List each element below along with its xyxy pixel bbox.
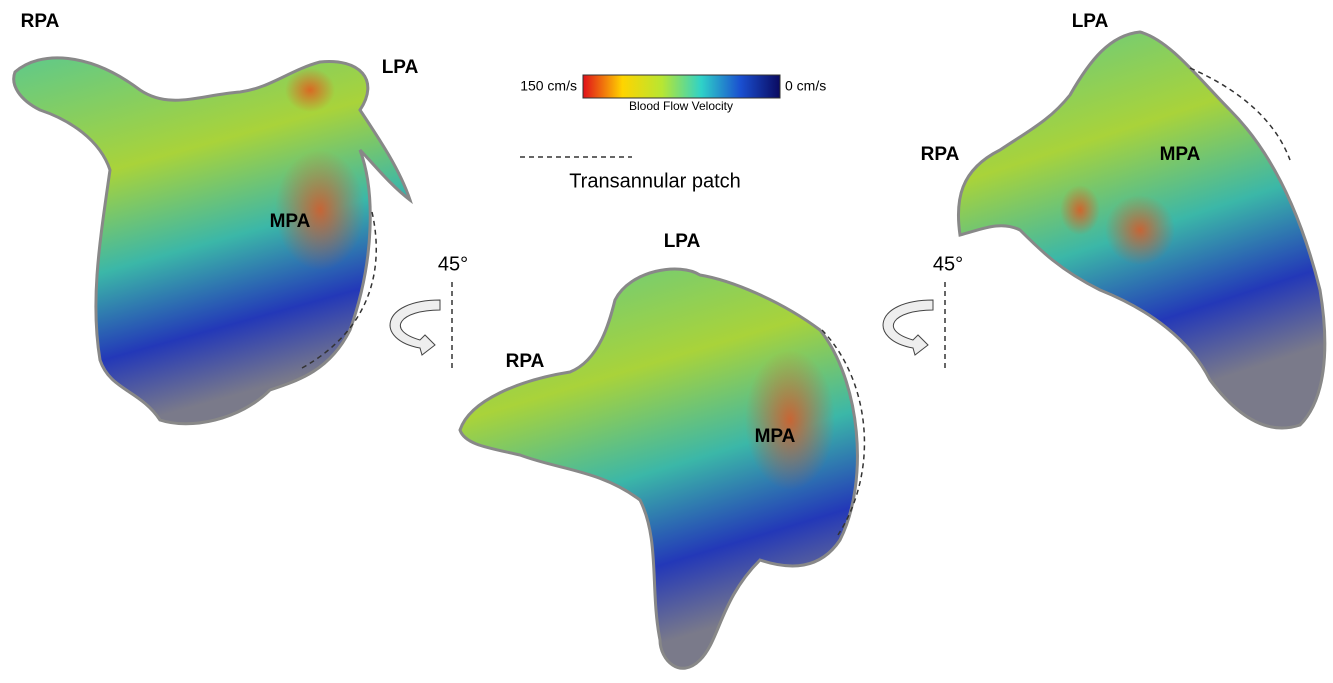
colorbar-max: 150 cm/s xyxy=(520,78,577,94)
rotation-label: 45° xyxy=(438,253,468,275)
vessel-label: RPA xyxy=(21,11,60,32)
middle-vessel xyxy=(460,269,857,668)
vessel-label: RPA xyxy=(506,351,545,372)
vessel-label: RPA xyxy=(921,144,960,165)
vessel-label: LPA xyxy=(664,231,701,252)
vessel-label: LPA xyxy=(1072,11,1109,32)
right-vessel xyxy=(958,32,1324,428)
colorbar-title: Blood Flow Velocity xyxy=(629,99,733,113)
rotation-icon: 45° xyxy=(883,253,963,372)
vessel-label: MPA xyxy=(755,426,796,447)
rotation-icon: 45° xyxy=(390,253,468,372)
vessel-label: MPA xyxy=(1160,144,1201,165)
vessel-label: LPA xyxy=(382,57,419,78)
vessel-label: MPA xyxy=(270,211,311,232)
figure: 150 cm/s 0 cm/s Blood Flow Velocity Tran… xyxy=(0,0,1333,683)
left-vessel xyxy=(14,58,410,424)
legend-label: Transannular patch xyxy=(569,170,741,192)
colorbar xyxy=(583,75,780,98)
rotation-label: 45° xyxy=(933,253,963,275)
colorbar-min: 0 cm/s xyxy=(785,78,826,94)
